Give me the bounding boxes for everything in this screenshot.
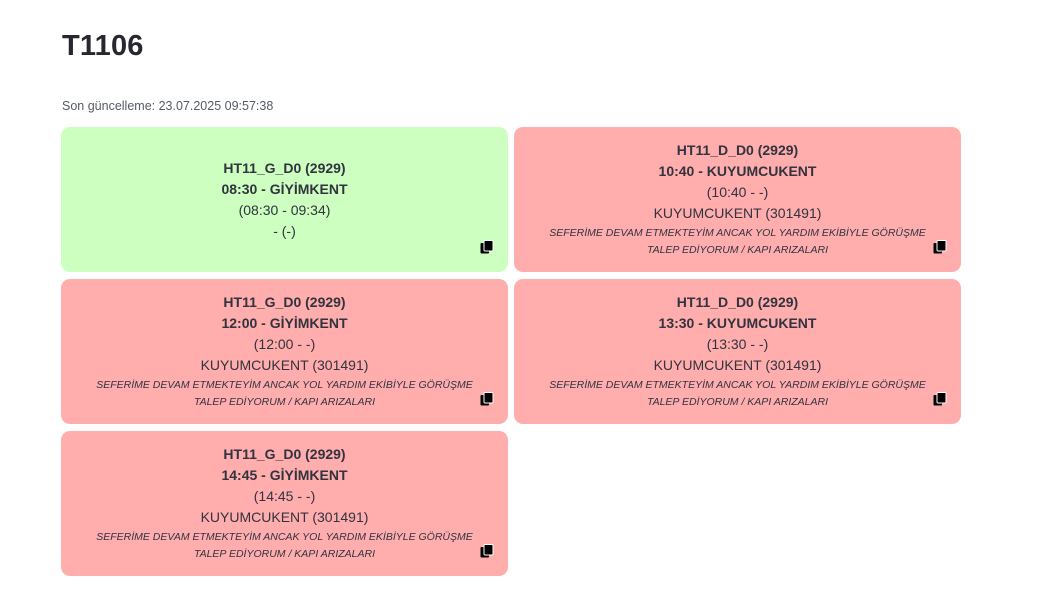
copy-icon[interactable] bbox=[480, 392, 494, 406]
copy-icon[interactable] bbox=[933, 392, 947, 406]
copy-icon[interactable] bbox=[480, 544, 494, 558]
trip-card: HT11_D_D0 (2929) 13:30 - KUYUMCUKENT (13… bbox=[514, 279, 961, 424]
trip-times: (10:40 - -) bbox=[706, 184, 769, 200]
line-code: HT11_G_D0 (2929) bbox=[223, 159, 346, 176]
copy-icon[interactable] bbox=[480, 240, 494, 254]
trip-times: (14:45 - -) bbox=[253, 488, 316, 504]
trip-times: (12:00 - -) bbox=[253, 336, 316, 352]
trip-note: SEFERİME DEVAM ETMEKTEYİM ANCAK YOL YARD… bbox=[549, 379, 926, 408]
copy-icon[interactable] bbox=[933, 240, 947, 254]
trip-stop: KUYUMCUKENT (301491) bbox=[200, 509, 369, 525]
trip-departure: 14:45 - GİYİMKENT bbox=[221, 467, 348, 483]
trip-stop: KUYUMCUKENT (301491) bbox=[653, 205, 822, 221]
trip-stop: KUYUMCUKENT (301491) bbox=[653, 357, 822, 373]
trip-stop: - (-) bbox=[273, 222, 296, 239]
trip-card: HT11_D_D0 (2929) 10:40 - KUYUMCUKENT (10… bbox=[514, 127, 961, 272]
line-code: HT11_D_D0 (2929) bbox=[676, 294, 799, 310]
trip-card: HT11_G_D0 (2929) 12:00 - GİYİMKENT (12:0… bbox=[61, 279, 508, 424]
trip-stop: KUYUMCUKENT (301491) bbox=[200, 357, 369, 373]
last-update-text: Son güncelleme: 23.07.2025 09:57:38 bbox=[62, 99, 274, 113]
trip-departure: 13:30 - KUYUMCUKENT bbox=[658, 315, 817, 331]
trip-note: SEFERİME DEVAM ETMEKTEYİM ANCAK YOL YARD… bbox=[96, 379, 473, 408]
trip-departure: 08:30 - GİYİMKENT bbox=[221, 180, 348, 197]
line-code: HT11_D_D0 (2929) bbox=[676, 142, 799, 158]
trip-departure: 10:40 - KUYUMCUKENT bbox=[658, 163, 817, 179]
trip-times: (13:30 - -) bbox=[706, 336, 769, 352]
trip-card: HT11_G_D0 (2929) 14:45 - GİYİMKENT (14:4… bbox=[61, 431, 508, 576]
trip-departure: 12:00 - GİYİMKENT bbox=[221, 315, 348, 331]
trip-note: SEFERİME DEVAM ETMEKTEYİM ANCAK YOL YARD… bbox=[549, 227, 926, 256]
page-title: T1106 bbox=[62, 30, 144, 62]
line-code: HT11_G_D0 (2929) bbox=[223, 446, 346, 462]
trip-note: SEFERİME DEVAM ETMEKTEYİM ANCAK YOL YARD… bbox=[96, 531, 473, 560]
trip-card: HT11_G_D0 (2929) 08:30 - GİYİMKENT (08:3… bbox=[61, 127, 508, 272]
trip-card-grid: HT11_G_D0 (2929) 08:30 - GİYİMKENT (08:3… bbox=[61, 127, 961, 576]
trip-times: (08:30 - 09:34) bbox=[238, 201, 331, 218]
line-code: HT11_G_D0 (2929) bbox=[223, 294, 346, 310]
